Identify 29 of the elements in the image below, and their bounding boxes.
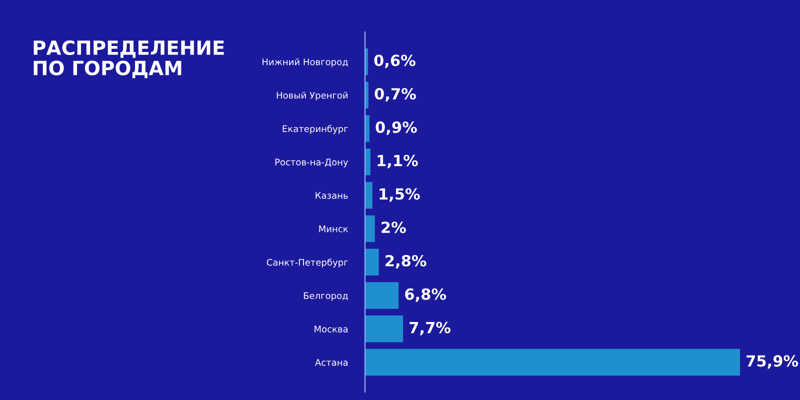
- y-tick-label: Екатеринбург: [282, 125, 348, 134]
- bar: [365, 215, 375, 242]
- data-label: 6,8%: [405, 288, 446, 302]
- bar: [365, 248, 379, 276]
- y-tick-label: Москва: [314, 326, 348, 332]
- data-label: 0,9%: [376, 121, 417, 135]
- data-label: 1,5%: [380, 188, 420, 202]
- bar: [365, 182, 372, 209]
- bar: [365, 148, 370, 176]
- y-tick-label: Санкт-Петербург: [266, 258, 348, 268]
- data-label: 2%: [382, 222, 406, 234]
- text: РАСПРЕДЕЛЕНИЕ ПО ГОРОДАМ: [34, 40, 224, 78]
- bar: [365, 348, 740, 376]
- y-tick-label: Ростов-на-Дону: [275, 158, 348, 168]
- data-label: 2,8%: [386, 254, 426, 268]
- y-tick-label: Минск: [319, 226, 348, 232]
- y-tick-label: Нижний Новгород: [262, 58, 348, 68]
- bar: [365, 282, 399, 309]
- bar: [365, 316, 404, 342]
- y-tick-label: Астана: [315, 359, 348, 366]
- data-label: 0,6%: [374, 54, 416, 68]
- y-tick-label: Казань: [316, 192, 348, 199]
- y-tick-label: Белгород: [304, 292, 348, 301]
- data-label: 1,1%: [378, 154, 418, 168]
- data-label: 0,7%: [374, 88, 416, 102]
- bar: [365, 115, 370, 142]
- y-tick-label: Новый Уренгой: [276, 92, 348, 100]
- data-label: 75,9%: [746, 355, 798, 369]
- data-label: 7,7%: [410, 322, 450, 336]
